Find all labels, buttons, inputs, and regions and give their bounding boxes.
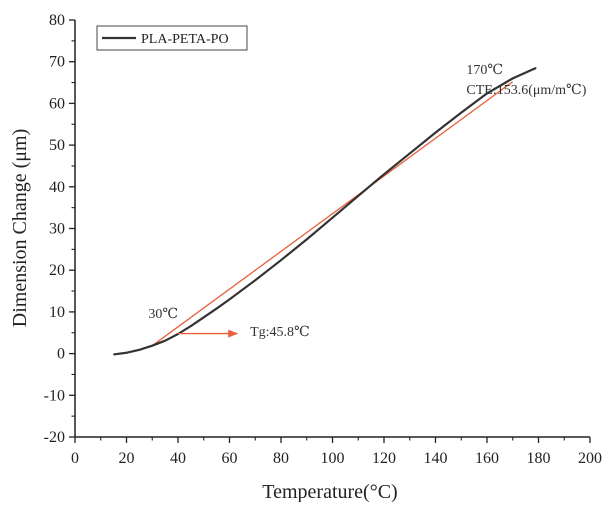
y-tick-label: -20 <box>44 429 65 446</box>
series-point <box>383 173 385 175</box>
series-point <box>125 352 128 354</box>
x-tick-label: 180 <box>527 450 551 467</box>
x-tick-label: 120 <box>372 450 396 467</box>
series-point <box>254 279 256 281</box>
series-line <box>113 66 537 356</box>
y-axis-label: Dimension Change (μm) <box>9 129 31 327</box>
annotation-label: CTE:153.6(μm/m℃) <box>466 83 586 98</box>
y-tick-label: 70 <box>49 54 65 71</box>
series-point <box>460 111 462 114</box>
tangent-line-layer <box>151 81 514 347</box>
series-point <box>151 345 153 347</box>
y-tick-label: 80 <box>49 12 65 29</box>
x-tick-label: 60 <box>222 450 238 467</box>
y-tick-label: 20 <box>49 262 65 279</box>
tick-marks: 0 20 40 60 80 100 120 140 160 180 200 -20 -10 0 10 20 30… <box>44 12 602 467</box>
annotation-label: 170℃ <box>466 63 503 78</box>
legend-label: PLA-PETA-PO <box>141 32 229 47</box>
y-tick-label: -10 <box>44 387 65 404</box>
x-tick-label: 140 <box>424 450 448 467</box>
series-point <box>486 92 488 94</box>
series-point <box>164 340 166 342</box>
legend: PLA-PETA-PO <box>96 25 248 51</box>
annotations: 30℃ 170℃ CTE:153.6(μm/m℃) Tg:45.8℃ <box>148 63 586 340</box>
series-point <box>306 238 308 240</box>
series-point <box>434 131 437 134</box>
x-tick-label: 200 <box>578 450 602 467</box>
series-point <box>216 307 218 310</box>
y-tick-label: 50 <box>49 137 65 154</box>
x-tick-label: 20 <box>119 450 135 467</box>
y-tick-label: 10 <box>49 304 65 321</box>
x-tick-label: 0 <box>71 450 79 467</box>
x-axis-label: Temperature(°C) <box>262 481 397 502</box>
series-point <box>138 349 140 351</box>
series-point <box>113 353 115 356</box>
series-point <box>512 77 514 79</box>
series-point <box>280 259 282 261</box>
series-layer <box>113 66 537 356</box>
annotation-label: 30℃ <box>148 307 178 322</box>
series-point <box>190 325 192 327</box>
series-point <box>228 298 231 300</box>
series-point <box>409 152 411 155</box>
annotation-label: Tg:45.8℃ <box>250 325 310 340</box>
x-tick-label: 80 <box>273 450 289 467</box>
y-tick-label: 0 <box>57 346 65 363</box>
x-tick-label: 100 <box>321 450 345 467</box>
series-point <box>357 195 359 197</box>
series-point <box>331 217 334 219</box>
x-tick-label: 160 <box>475 450 499 467</box>
y-tick-label: 60 <box>49 95 65 112</box>
y-tick-label: 30 <box>49 221 65 238</box>
y-tick-label: 40 <box>49 179 65 196</box>
x-tick-label: 40 <box>170 450 186 467</box>
cte-tangent-line <box>151 81 514 347</box>
series-point <box>535 67 537 69</box>
series-point <box>203 316 205 318</box>
